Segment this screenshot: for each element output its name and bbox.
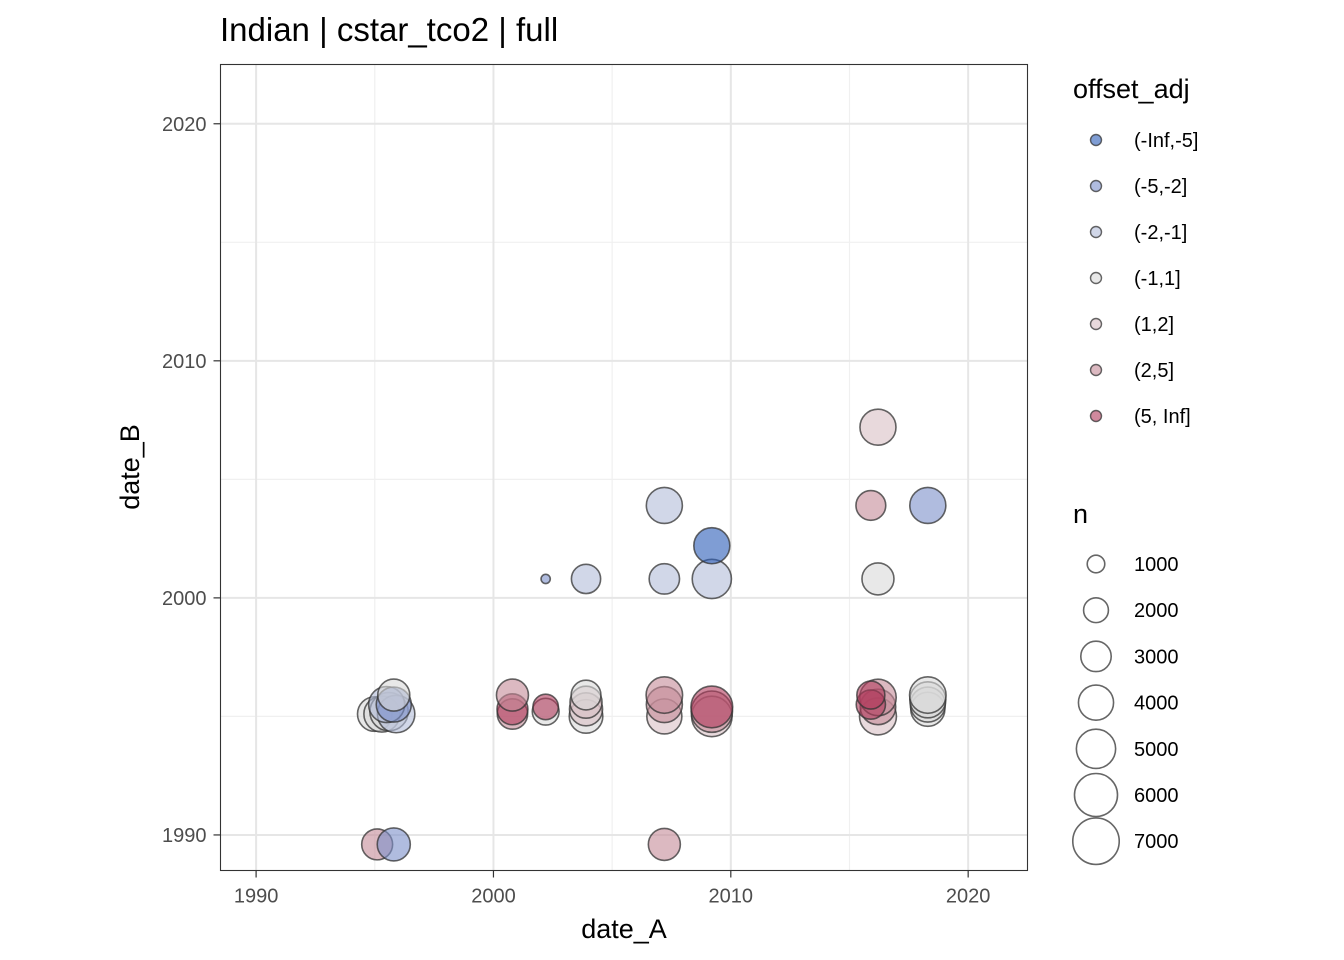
size-legend-title: n [1073, 499, 1088, 529]
size-legend-key [1071, 817, 1121, 866]
color-legend-key [1089, 363, 1103, 377]
size-legend-label: 1000 [1134, 554, 1179, 576]
grid-major [220, 64, 1028, 871]
color-legend-label: (-5,-2] [1134, 176, 1187, 198]
color-legend-label: (-2,-1] [1134, 222, 1187, 244]
size-legend-key [1082, 596, 1110, 624]
data-point [645, 676, 684, 715]
size-legend-label: 4000 [1134, 693, 1179, 715]
size-legend-key [1073, 772, 1119, 818]
data-point [570, 679, 602, 711]
data-points [356, 408, 947, 862]
data-point [908, 676, 947, 715]
data-point [855, 489, 887, 522]
y-tick-label: 2000 [162, 588, 207, 610]
x-axis-label: date_A [581, 914, 667, 944]
color-legend-label: (5, Inf] [1134, 406, 1191, 428]
data-point [376, 678, 411, 712]
axes: 1990 2000 2010 2020 1990 2000 2010 2020 [162, 114, 990, 908]
y-tick-label: 2020 [162, 114, 207, 136]
data-point [691, 558, 733, 600]
color-legend-key [1089, 133, 1103, 147]
data-point [856, 680, 886, 710]
data-point [540, 573, 552, 585]
size-legend-label: 7000 [1134, 831, 1179, 853]
color-legend-key [1089, 225, 1103, 239]
color-legend-title: offset_adj [1073, 74, 1190, 104]
color-legend-key [1089, 179, 1103, 193]
legend: offset_adj (-Inf,-5] (-5,-2] (-2,-1] (-1,1]… [1071, 74, 1198, 866]
x-tick-label: 1990 [234, 886, 279, 908]
x-tick-label: 2010 [709, 886, 754, 908]
data-point [495, 678, 530, 712]
size-legend-key [1077, 684, 1115, 721]
data-point [570, 563, 602, 595]
data-point [908, 486, 947, 525]
data-point [645, 486, 684, 525]
size-legend-key [1079, 640, 1113, 673]
color-legend-label: (-1,1] [1134, 268, 1181, 290]
y-tick-label: 2010 [162, 351, 207, 373]
y-axis-label: date_B [115, 424, 145, 510]
data-point [861, 562, 895, 596]
color-legend-key [1089, 317, 1103, 331]
data-point [647, 827, 682, 862]
color-legend-label: (2,5] [1134, 360, 1174, 382]
size-legend-label: 5000 [1134, 739, 1179, 761]
size-legend-label: 2000 [1134, 600, 1179, 622]
color-legend-key [1089, 409, 1103, 423]
color-legend-key [1089, 271, 1103, 285]
x-tick-label: 2000 [471, 886, 516, 908]
data-point [690, 685, 734, 729]
panel-border [219, 63, 1029, 872]
size-legend-key [1075, 728, 1117, 770]
data-point [376, 827, 412, 862]
data-point [532, 693, 560, 721]
y-tick-label: 1990 [162, 825, 207, 847]
size-legend-entries: 1000 2000 3000 4000 5000 6000 7000 [1071, 554, 1179, 866]
size-legend-label: 6000 [1134, 785, 1179, 807]
chart-title: Indian | cstar_tco2 | full [220, 11, 558, 48]
x-tick-label: 2020 [946, 886, 991, 908]
data-point [859, 408, 897, 447]
grid-minor [220, 64, 1028, 871]
data-point [648, 562, 681, 595]
size-legend-label: 3000 [1134, 646, 1179, 668]
color-legend-label: (1,2] [1134, 314, 1174, 336]
color-legend-entries: (-Inf,-5] (-5,-2] (-2,-1] (-1,1] (1,2] (2,5] (… [1089, 130, 1198, 428]
size-legend-key [1086, 554, 1106, 574]
data-point [693, 526, 731, 565]
color-legend-label: (-Inf,-5] [1134, 130, 1198, 152]
